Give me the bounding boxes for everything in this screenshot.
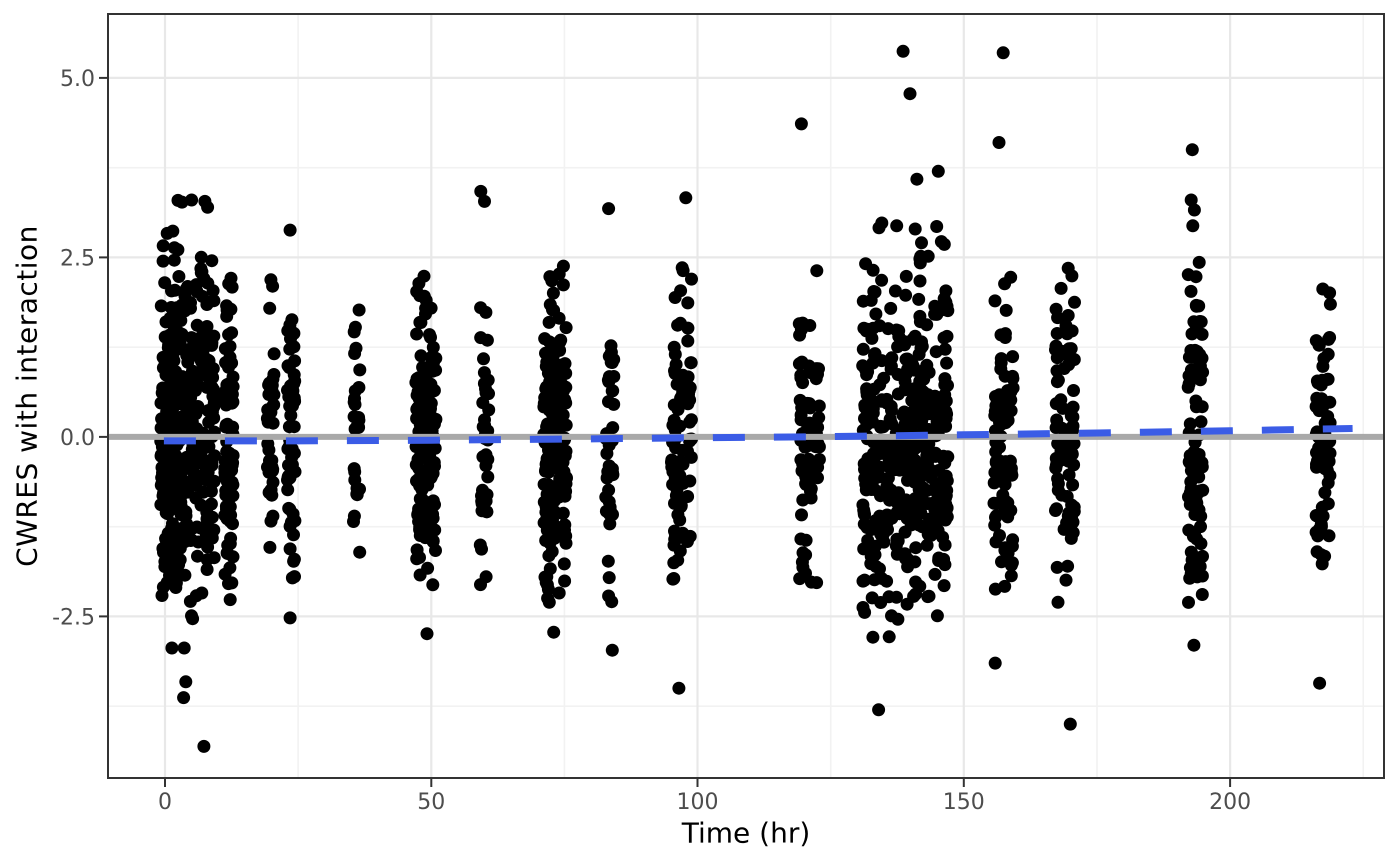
scatter-points: [154, 44, 1337, 753]
panel-border: [107, 13, 1385, 779]
loess-smooth-line: [163, 425, 1353, 445]
svg-text:100: 100: [677, 790, 719, 815]
panel-background: [108, 14, 1384, 778]
svg-text:50: 50: [417, 790, 445, 815]
svg-text:200: 200: [1209, 790, 1251, 815]
svg-text:2.5: 2.5: [60, 246, 95, 271]
x-tick-labels: 0 50 100 150 200: [158, 790, 1251, 815]
axis-ticks: [99, 76, 1232, 787]
svg-text:0.0: 0.0: [60, 426, 95, 451]
y-axis-title: CWRES with interaction: [10, 225, 44, 567]
svg-text:0: 0: [158, 790, 172, 815]
svg-text:5.0: 5.0: [60, 67, 95, 92]
x-axis-title: Time (hr): [681, 816, 811, 850]
svg-text:150: 150: [943, 790, 985, 815]
y-tick-labels: -2.5 0.0 2.5 5.0: [52, 67, 95, 631]
svg-text:-2.5: -2.5: [52, 605, 95, 630]
